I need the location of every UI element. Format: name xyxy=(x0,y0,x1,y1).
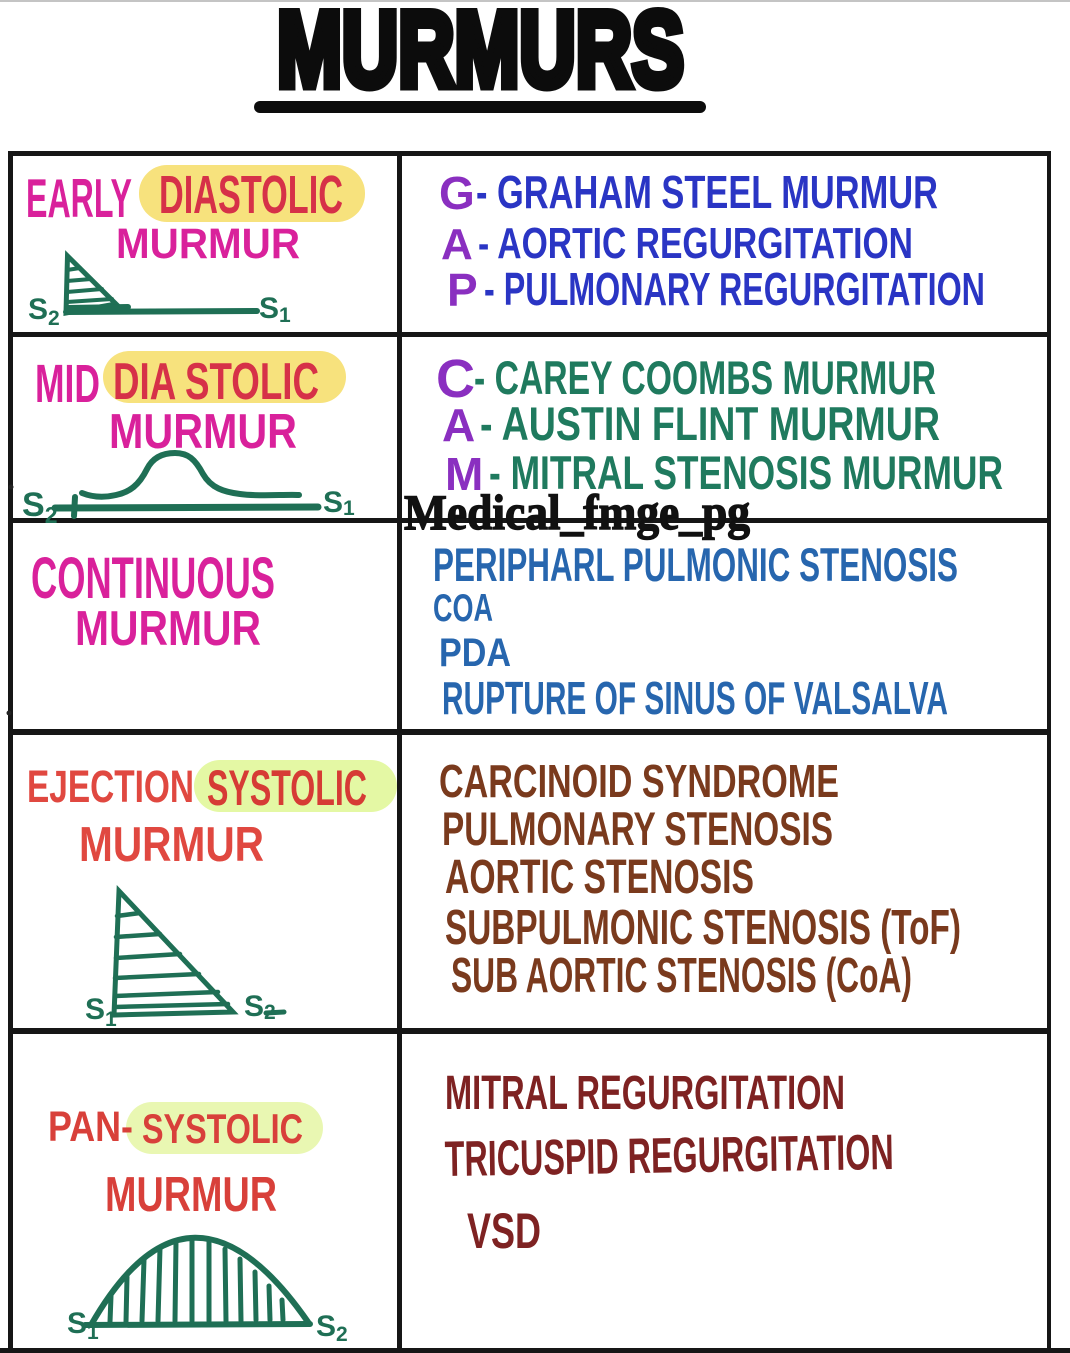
svg-text:C: C xyxy=(436,349,475,409)
svg-text:- PULMONARY REGURGITATION: - PULMONARY REGURGITATION xyxy=(484,263,985,315)
svg-text:P: P xyxy=(447,264,478,316)
svg-text:- AUSTIN FLINT MURMUR: - AUSTIN FLINT MURMUR xyxy=(480,397,940,450)
svg-text:MURMUR: MURMUR xyxy=(105,1168,277,1222)
svg-text:- GRAHAM STEEL MURMUR: - GRAHAM STEEL MURMUR xyxy=(476,166,938,218)
svg-text:PAN-: PAN- xyxy=(48,1103,133,1151)
svg-text:AORTIC STENOSIS: AORTIC STENOSIS xyxy=(445,851,754,904)
svg-text:DIASTOLIC: DIASTOLIC xyxy=(159,165,343,225)
svg-text:S1: S1 xyxy=(67,1307,99,1344)
svg-text:EJECTION: EJECTION xyxy=(27,761,194,812)
svg-text:TRICUSPID REGURGITATION: TRICUSPID REGURGITATION xyxy=(444,1124,894,1187)
svg-text:SUB AORTIC STENOSIS (CoA): SUB AORTIC STENOSIS (CoA) xyxy=(451,949,912,1003)
svg-text:RUPTURE OF SINUS OF VALSALVA: RUPTURE OF SINUS OF VALSALVA xyxy=(442,672,948,724)
svg-text:G: G xyxy=(439,167,475,219)
svg-text:Medical_fmge_pg: Medical_fmge_pg xyxy=(404,484,750,540)
svg-text:PERIPHARL PULMONIC STENOSIS: PERIPHARL PULMONIC STENOSIS xyxy=(433,538,958,591)
svg-text:M: M xyxy=(445,448,483,500)
svg-text:PDA: PDA xyxy=(439,631,511,675)
svg-text:- MITRAL STENOSIS MURMUR: - MITRAL STENOSIS MURMUR xyxy=(489,446,1003,499)
svg-text:- AORTIC REGURGITATION: - AORTIC REGURGITATION xyxy=(478,219,913,268)
svg-text:A: A xyxy=(441,220,473,269)
svg-text:MURMURS: MURMURS xyxy=(277,0,684,109)
svg-text:A: A xyxy=(442,399,475,451)
svg-text:CONTINUOUS: CONTINUOUS xyxy=(31,546,275,611)
svg-text:SYSTOLIC: SYSTOLIC xyxy=(207,760,367,816)
svg-text:SUBPULMONIC STENOSIS (ToF): SUBPULMONIC STENOSIS (ToF) xyxy=(445,901,961,955)
svg-text:PULMONARY STENOSIS: PULMONARY STENOSIS xyxy=(442,802,833,855)
svg-text:VSD: VSD xyxy=(467,1203,541,1259)
svg-text:MURMUR: MURMUR xyxy=(116,220,300,268)
svg-text:- CAREY COOMBS MURMUR: - CAREY COOMBS MURMUR xyxy=(474,351,936,404)
svg-text:MURMUR: MURMUR xyxy=(75,602,261,656)
svg-text:COA: COA xyxy=(433,587,493,630)
svg-text:MURMUR: MURMUR xyxy=(79,818,264,872)
svg-text:CARCINOID SYNDROME: CARCINOID SYNDROME xyxy=(439,755,839,807)
svg-text:SYSTOLIC: SYSTOLIC xyxy=(142,1105,303,1152)
svg-text:DIA STOLIC: DIA STOLIC xyxy=(113,353,319,411)
svg-text:MURMUR: MURMUR xyxy=(109,405,297,459)
svg-text:S1: S1 xyxy=(323,486,355,520)
svg-text:MID: MID xyxy=(35,354,100,414)
svg-text:EARLY: EARLY xyxy=(26,167,132,229)
svg-text:MITRAL REGURGITATION: MITRAL REGURGITATION xyxy=(445,1067,845,1120)
